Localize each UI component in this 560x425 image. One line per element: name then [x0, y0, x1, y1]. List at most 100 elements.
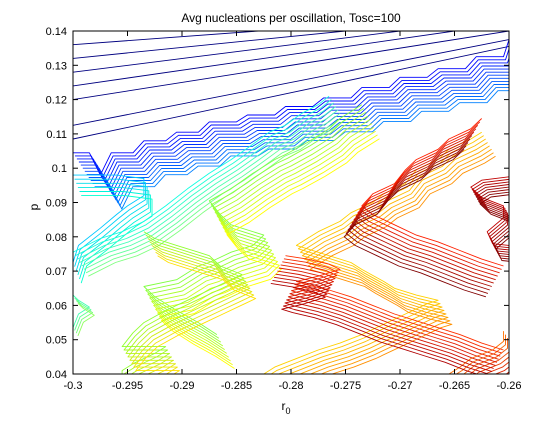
contour-line — [73, 39, 509, 176]
contour-line — [73, 95, 330, 253]
contour-line — [77, 102, 334, 260]
contour-line — [84, 74, 509, 195]
contour-line — [77, 302, 95, 337]
x-axis: -0.3 -0.295 -0.29 -0.285 -0.28 -0.275 -0.27 -0.… — [64, 31, 522, 392]
contour-line — [73, 31, 455, 87]
contour-line — [282, 261, 501, 357]
contour-line — [75, 300, 94, 334]
contour-line — [277, 270, 496, 366]
y-tick-label: 0.14 — [46, 26, 67, 38]
contour-line — [280, 264, 499, 360]
contour-line — [278, 267, 498, 363]
contour-line — [149, 115, 368, 347]
contour-line — [270, 282, 479, 374]
contour-line — [74, 297, 92, 331]
contour-line — [157, 130, 376, 362]
contour-line — [74, 178, 146, 267]
contour-line — [298, 145, 490, 374]
contour-line — [161, 138, 380, 369]
contour-line — [135, 255, 257, 374]
x-tick-label: -0.29 — [169, 380, 194, 392]
contour-line — [153, 123, 372, 354]
contour-group-0 — [73, 31, 509, 140]
contour-line — [73, 45, 509, 140]
contour-line — [88, 80, 509, 201]
contour-group-3 — [73, 95, 345, 277]
contour-line — [73, 31, 259, 46]
contour-line — [151, 119, 370, 350]
contour-line — [463, 338, 508, 374]
contour-line — [83, 112, 341, 270]
contour-line — [357, 124, 500, 274]
y-tick-label: 0.05 — [46, 335, 67, 347]
contour-line — [75, 47, 509, 179]
contour-lines — [73, 31, 509, 374]
contour-line — [305, 148, 492, 374]
contour-line — [287, 142, 488, 374]
contour-line — [147, 111, 367, 343]
x-axis-label-main: r — [281, 399, 285, 413]
contour-group-6 — [73, 294, 95, 337]
contour-line — [73, 31, 401, 73]
contour-line — [133, 251, 255, 374]
contour-line — [79, 106, 336, 263]
contour-line — [274, 276, 493, 373]
contour-group-5 — [78, 231, 257, 374]
chart-title: Avg nucleations per oscillation, Tosc=10… — [181, 11, 401, 25]
contour-line — [75, 182, 148, 271]
contour-line — [479, 194, 509, 262]
x-tick-label: -0.285 — [221, 380, 252, 392]
x-tick-label: -0.295 — [112, 380, 143, 392]
contour-line — [349, 138, 492, 287]
x-tick-label: -0.27 — [387, 380, 412, 392]
contour-line — [277, 138, 486, 374]
contour-line — [90, 84, 509, 204]
y-tick-label: 0.11 — [46, 129, 67, 141]
y-tick-label: 0.04 — [46, 369, 67, 381]
contour-line — [145, 108, 365, 339]
contour-line — [131, 248, 253, 374]
contour-line — [123, 234, 245, 374]
contour-line — [78, 65, 509, 185]
contour-line — [351, 135, 494, 284]
contour-line — [347, 142, 490, 291]
contour-line — [283, 258, 503, 354]
contour-line — [475, 356, 509, 374]
contour-group-10 — [343, 118, 504, 298]
x-tick-label: -0.275 — [330, 380, 361, 392]
contour-line — [345, 145, 489, 294]
contour-line — [272, 279, 490, 374]
contour-group-11 — [470, 176, 509, 262]
contour-line — [285, 255, 504, 351]
x-tick-label: -0.26 — [496, 380, 521, 392]
contour-line — [81, 109, 339, 267]
contour-group-1 — [73, 39, 509, 210]
y-tick-label: 0.13 — [46, 60, 67, 72]
contour-line — [125, 238, 247, 374]
contour-line — [86, 77, 509, 198]
contour-line — [361, 118, 504, 267]
contour-line — [73, 174, 145, 263]
contour-line — [353, 131, 496, 281]
y-tick-label: 0.06 — [46, 300, 67, 312]
y-tick-label: 0.07 — [46, 266, 67, 278]
x-axis-label-subscript: 0 — [285, 406, 290, 416]
contour-line — [94, 90, 509, 210]
contour-line — [469, 341, 509, 374]
contour-line — [92, 87, 509, 207]
x-tick-label: -0.3 — [64, 380, 83, 392]
contour-line — [159, 134, 378, 366]
x-axis-label: r0 — [281, 399, 290, 416]
contour-line — [127, 241, 249, 374]
contour-line — [275, 273, 494, 369]
contour-line — [143, 104, 363, 335]
contour-line — [307, 152, 494, 374]
y-tick-label: 0.1 — [52, 163, 67, 175]
y-axis-label: p — [27, 203, 41, 210]
contour-line — [309, 155, 496, 374]
contour-line — [74, 99, 332, 257]
contour-line — [73, 39, 509, 126]
contour-line — [155, 127, 374, 358]
y-tick-label: 0.08 — [46, 232, 67, 244]
